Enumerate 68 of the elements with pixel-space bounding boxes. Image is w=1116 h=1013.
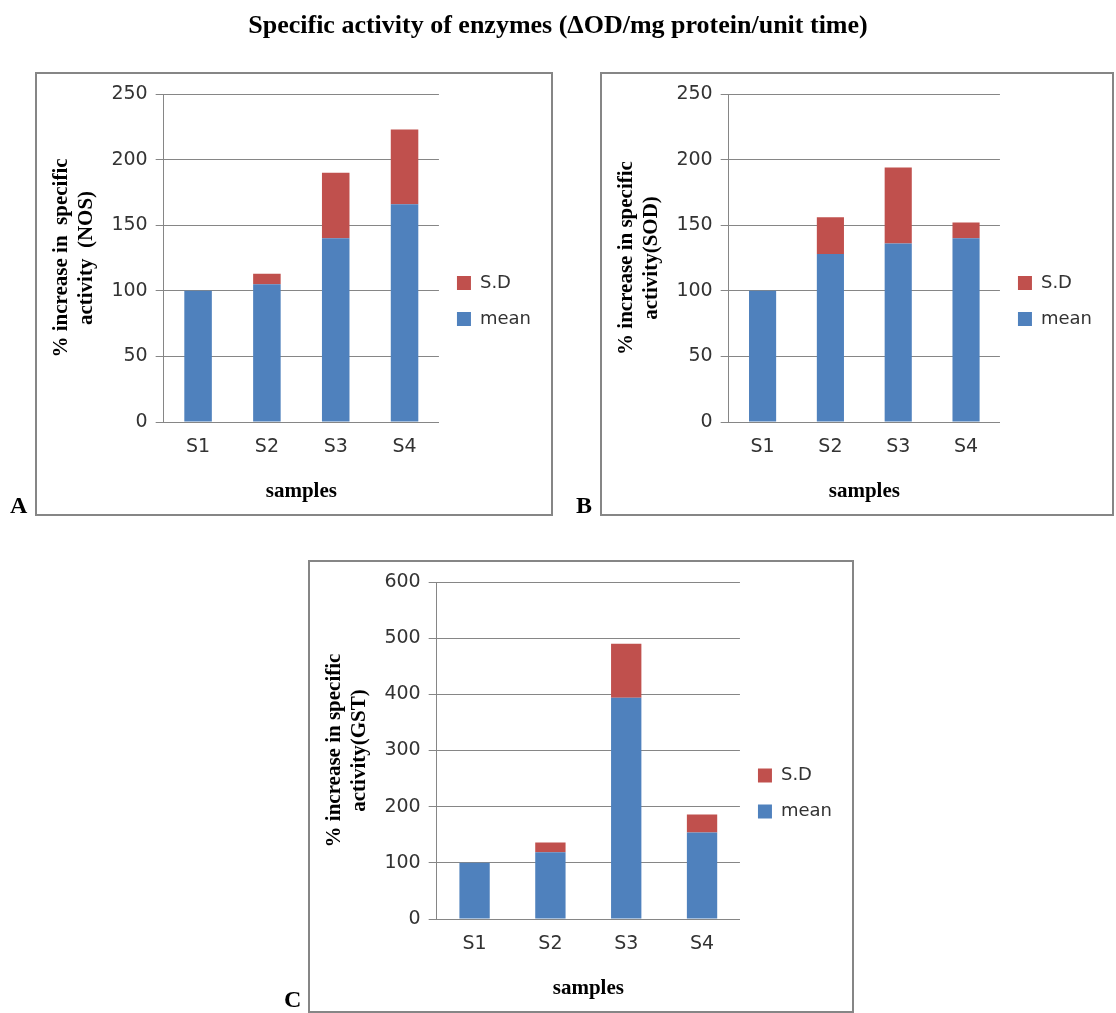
- x-tick-label: S4: [392, 434, 417, 457]
- y-tick-label: 200: [384, 793, 421, 816]
- bar: [253, 273, 281, 285]
- y-tick-label: 0: [700, 408, 713, 431]
- y-tick-label: 400: [384, 681, 421, 704]
- bar: [321, 238, 350, 422]
- x-tick-label: S1: [462, 931, 487, 954]
- y-tick-label: 300: [384, 737, 421, 760]
- x-tick-label: S4: [953, 434, 979, 457]
- x-tick-label: S4: [689, 931, 715, 954]
- y-tick-label: 500: [384, 625, 421, 648]
- y-tick-label: 200: [676, 146, 713, 169]
- legend-label: S.D: [780, 763, 812, 785]
- bar: [686, 832, 718, 919]
- legend-label: mean: [479, 306, 531, 328]
- y-axis-title: % increase in specific activity (NOS): [48, 158, 98, 358]
- y-axis-title: % increase in specific activity(GST): [321, 653, 371, 848]
- text: C: [284, 986, 302, 1013]
- legend-label: mean: [1040, 306, 1092, 328]
- bar: [390, 129, 419, 205]
- y-tick-label: 100: [111, 277, 148, 300]
- bar: [611, 697, 642, 919]
- y-tick-label: 100: [384, 849, 421, 872]
- x-tick-label: S3: [886, 434, 911, 457]
- bar: [952, 238, 980, 422]
- legend-label: S.D: [479, 270, 511, 292]
- x-tick-label: S2: [254, 434, 279, 457]
- bar: [952, 222, 980, 239]
- y-tick-label: 250: [676, 80, 713, 103]
- text: B: [576, 492, 593, 519]
- y-tick-label: 0: [408, 905, 421, 928]
- bar: [816, 217, 844, 255]
- x-tick-label: S3: [614, 931, 639, 954]
- x-axis-title: samples: [265, 477, 337, 502]
- bar: [459, 862, 490, 919]
- bar: [390, 204, 419, 422]
- x-tick-label: S2: [818, 434, 843, 457]
- y-axis-title: % increase in specific activity(SOD): [613, 161, 663, 355]
- x-tick-label: S2: [538, 931, 563, 954]
- bar: [884, 167, 912, 244]
- bar: [184, 290, 212, 422]
- y-tick-label: 100: [676, 277, 713, 300]
- bar: [816, 254, 844, 422]
- bar: [535, 842, 566, 853]
- y-tick-label: 150: [676, 212, 713, 235]
- x-tick-label: S1: [750, 434, 775, 457]
- y-tick-label: 600: [384, 568, 421, 591]
- y-tick-label: 0: [135, 408, 148, 431]
- x-axis-title: samples: [828, 477, 900, 502]
- bar: [611, 643, 642, 698]
- bar: [535, 852, 566, 919]
- text: A: [10, 492, 28, 519]
- text: Specific activity of enzymes (ΔOD/mg protein/unit time): [247, 10, 869, 40]
- y-tick-label: 200: [111, 146, 148, 169]
- bar: [253, 284, 281, 422]
- y-tick-label: 50: [123, 343, 148, 366]
- legend-label: mean: [780, 799, 832, 821]
- legend-label: S.D: [1040, 270, 1072, 292]
- x-tick-label: S3: [323, 434, 348, 457]
- y-tick-label: 150: [111, 212, 148, 235]
- bar: [749, 290, 777, 422]
- bar: [884, 243, 912, 422]
- y-tick-label: 250: [111, 80, 148, 103]
- bar: [321, 172, 350, 239]
- x-axis-title: samples: [552, 974, 624, 999]
- bar: [686, 814, 718, 833]
- x-tick-label: S1: [186, 434, 211, 457]
- y-tick-label: 50: [688, 343, 713, 366]
